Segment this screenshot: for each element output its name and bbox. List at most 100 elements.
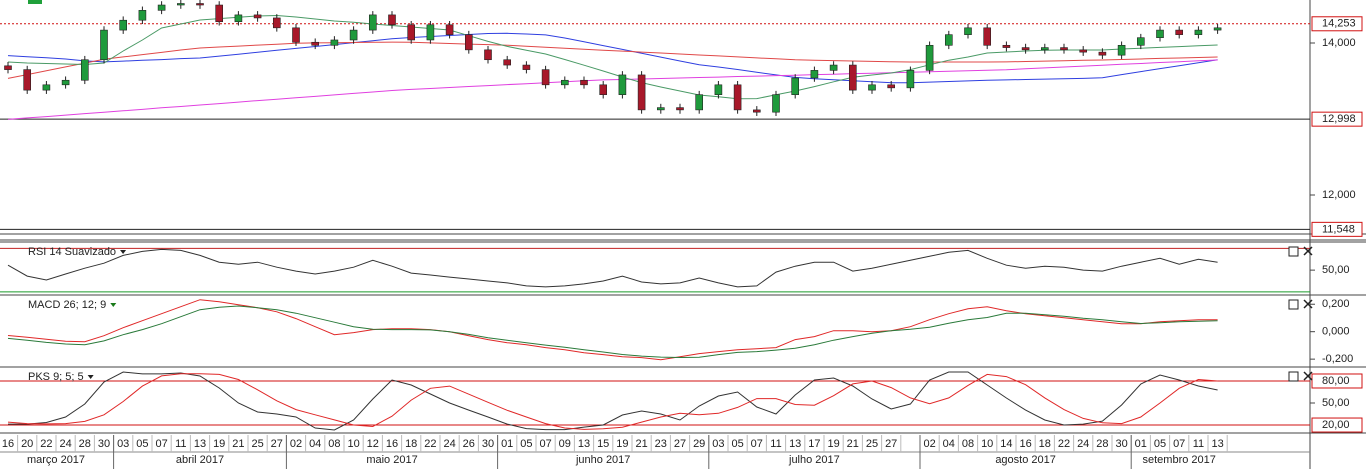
candle-body [253,14,262,19]
x-tick-label: 07 [1173,438,1185,450]
x-tick-label: 04 [943,438,955,450]
candle-body [311,41,320,46]
candle-body [119,19,127,31]
candle-body [23,69,32,91]
candle-body [637,74,646,111]
candle-body [829,64,838,71]
x-tick-label: 16 [386,438,398,450]
y-tick-label: 12,000 [1322,189,1356,201]
panel-title: PKS 9; 5; 5 [28,371,84,383]
x-tick-label: 05 [1154,438,1166,450]
x-tick-label: 29 [693,438,705,450]
price-box [1311,221,1363,237]
candle-body [407,24,416,41]
x-tick-label: 07 [539,438,551,450]
x-tick-label: 13 [789,438,801,450]
x-tick-label: 02 [923,438,935,450]
x-tick-label: 19 [827,438,839,450]
x-tick-label: 22 [424,438,436,450]
panel-close[interactable] [1303,246,1313,256]
x-tick-label: 30 [482,438,494,450]
candle-body [810,70,819,79]
price-box [1311,111,1363,127]
panel-menu-arrow[interactable] [110,303,117,307]
y-tick-label: 20,00 [1322,419,1350,431]
x-tick-label: 05 [136,438,148,450]
x-tick-label: 28 [79,438,91,450]
panel-maximize[interactable] [1288,371,1299,382]
x-tick-label: 08 [328,438,340,450]
candle-body [196,3,204,6]
candle-body [964,27,972,35]
candle-body [1213,27,1222,31]
x-tick-label: 12 [367,438,379,450]
x-tick-label: 13 [578,438,590,450]
candle-body [1021,47,1030,51]
candle-body [4,65,12,70]
month-label: maio 2017 [366,454,417,466]
panel-maximize[interactable] [1288,299,1299,310]
x-tick-label: 15 [597,438,609,450]
month-label: junho 2017 [575,454,630,466]
candle-body [714,84,723,95]
candle-body [177,3,185,6]
series-line [7,14,1218,100]
series-line [7,32,1218,84]
x-tick-label: 11 [770,438,781,450]
candle-body [695,94,704,111]
candle-body [925,44,934,71]
candle-body [330,39,339,46]
month-label: março 2017 [27,454,85,466]
x-tick-label: 21 [232,438,244,450]
x-tick-label: 01 [501,438,513,450]
x-tick-label: 19 [616,438,628,450]
x-tick-label: 09 [559,438,571,450]
candle-body [349,29,358,41]
x-tick-label: 27 [271,438,283,450]
y-tick-label: 80,00 [1322,375,1350,387]
candle-body [292,27,300,43]
x-tick-label: 13 [194,438,206,450]
series-line [7,41,1218,79]
x-tick-label: 26 [463,438,475,450]
candle-body [1194,29,1203,35]
x-tick-label: 05 [520,438,532,450]
candle-body [599,84,608,95]
x-tick-label: 19 [213,438,225,450]
series-line [8,371,1218,431]
candle-body [1098,51,1107,56]
panel-close[interactable] [1303,299,1313,309]
panel-menu-arrow[interactable] [87,375,94,379]
candle-body [1156,29,1164,38]
candle-body [215,4,223,23]
x-tick-label: 07 [155,438,167,450]
x-tick-label: 27 [674,438,686,450]
panel-close[interactable] [1303,371,1313,381]
x-tick-label: 22 [40,438,52,450]
candle-body [503,59,512,66]
x-tick-label: 30 [1115,438,1127,450]
x-tick-label: 17 [808,438,820,450]
candle-body [100,29,108,61]
candle-body [752,109,761,113]
x-tick-label: 24 [1077,438,1089,450]
x-tick-label: 30 [98,438,110,450]
candle-body [887,84,896,89]
month-label: julho 2017 [788,454,840,466]
x-tick-label: 25 [866,438,878,450]
candle-body [42,84,51,91]
candle-body [484,49,492,61]
x-tick-label: 02 [290,438,302,450]
candle-body [983,27,992,46]
y-tick-label: 12,998 [1322,113,1356,125]
candle-body [868,84,876,91]
candle-body [464,34,473,51]
x-tick-label: 14 [1000,438,1012,450]
panel-menu-arrow[interactable] [120,250,127,254]
candle-body [906,70,915,89]
candle-body [848,64,857,91]
candle-body [81,59,89,81]
panel-maximize[interactable] [1288,246,1299,257]
x-tick-label: 23 [655,438,667,450]
